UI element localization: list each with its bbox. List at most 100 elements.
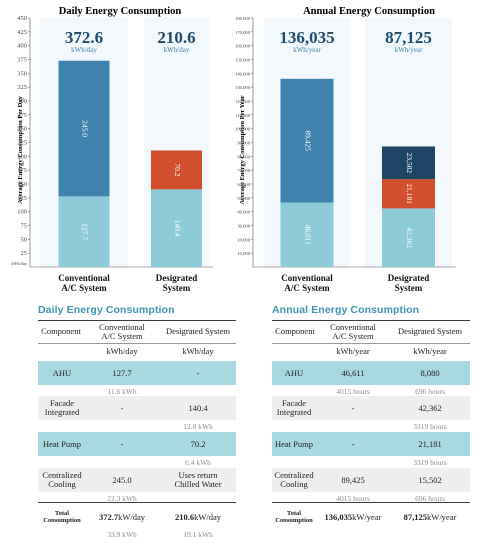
daily-bar-segment — [58, 60, 110, 197]
daily-y-unit: kWh/day — [11, 261, 27, 266]
annual-total-designated: 87,125 kW/year — [388, 506, 472, 528]
daily-tick-label: 250 — [17, 126, 27, 133]
annual-conventional-sub: 4015 hours — [336, 387, 370, 396]
annual-designated-sub: 696 hours — [415, 494, 445, 503]
daily-header-component: Component — [41, 326, 81, 336]
annual-tick-label: 110,000 — [235, 113, 250, 119]
annual-total-name: Total Consumption — [275, 510, 313, 524]
daily-header-conventional: Conventional A/C System — [99, 322, 145, 341]
daily-conventional-value: - — [120, 438, 124, 449]
daily-tick-label: 275 — [17, 112, 27, 119]
daily-row-band — [38, 396, 236, 420]
daily-total-designated-sub: 19.1 kWh — [183, 530, 213, 539]
daily-bar-segment — [151, 189, 202, 267]
daily-designated-sub: 12.8 kWh — [183, 422, 213, 431]
daily-total-conventional-unit: kW/day — [118, 511, 146, 522]
annual-bar-value-label: 42,362 — [405, 227, 414, 248]
annual-tick-label: 160,000 — [235, 44, 251, 50]
annual-bar-value-label: 23,582 — [405, 152, 414, 173]
annual-row-name: Facade Integrated — [276, 398, 312, 417]
daily-total-unit: kWh/day — [164, 46, 190, 54]
annual-row-band — [272, 361, 470, 385]
annual-total-conventional-unit: kW/year — [352, 511, 382, 522]
daily-category-label: Desigrated — [156, 273, 198, 283]
annual-header-rule — [272, 343, 470, 344]
daily-tick-label: 375 — [17, 57, 27, 64]
daily-consumption-chart: Daily Energy Consumption Average Energy … — [11, 6, 213, 293]
daily-tick-label: 425 — [17, 29, 27, 36]
annual-header-component: Component — [275, 326, 315, 336]
daily-designated-sub: 6.4 kWh — [185, 458, 211, 467]
daily-total-conventional: 372.7 kW/day — [88, 506, 156, 528]
annual-designated-sub: 3319 hours — [413, 422, 447, 431]
daily-row-band — [38, 468, 236, 492]
daily-tick-label: 125 — [17, 195, 27, 202]
daily-unit-designated: kWh/day — [182, 346, 214, 356]
daily-designated-value: 70.2 — [190, 438, 206, 449]
annual-bar-value-label: 46,611 — [303, 225, 312, 246]
daily-conventional-sub: 22.3 kWh — [107, 494, 137, 503]
daily-total-conventional-value: 372.7 — [98, 511, 119, 522]
charts-area: Daily Energy Consumption Average Energy … — [11, 6, 456, 293]
annual-conventional-sub: 4015 hours — [336, 494, 370, 503]
daily-bar-value-label: 127.7 — [80, 223, 89, 240]
daily-row-band — [38, 361, 236, 385]
daily-total-rule — [38, 502, 236, 503]
annual-designated-value: 42,362 — [418, 402, 442, 413]
daily-table-title: Daily Energy Consumption — [38, 304, 175, 316]
annual-bar-segment — [280, 202, 334, 267]
daily-designated-value: 140.4 — [188, 402, 208, 413]
daily-header-rule — [38, 343, 236, 344]
annual-designated-sub: 696 hours — [415, 387, 445, 396]
annual-tick-label: 100,000 — [235, 127, 251, 133]
daily-tick-label: 325 — [17, 84, 27, 91]
annual-table-title: Annual Energy Consumption — [272, 304, 420, 316]
daily-total-value: 210.6 — [157, 28, 195, 47]
annual-y-axis-label: Average Energy Consumption Per Year — [239, 95, 246, 204]
daily-row-name: Facade Integrated — [44, 398, 80, 417]
daily-table-top-rule — [38, 320, 236, 321]
annual-tick-label: 70,000 — [237, 168, 250, 174]
annual-row-name: AHU — [284, 367, 304, 378]
annual-designated-sub: 3319 hours — [413, 458, 447, 467]
annual-bar-segment — [382, 146, 435, 180]
annual-tick-label: 50,000 — [237, 196, 250, 202]
daily-designated-value: - — [196, 367, 200, 378]
daily-conventional-sub: 11.6 kWh — [107, 387, 137, 396]
annual-total-designated-unit: kW/year — [427, 511, 457, 522]
daily-tick-label: 50 — [21, 236, 28, 243]
daily-total-designated-unit: kW/day — [194, 511, 222, 522]
annual-category-label: System — [395, 283, 423, 293]
annual-unit-designated: kWh/year — [413, 346, 447, 356]
annual-tick-label: 20,000 — [237, 237, 250, 243]
daily-row-name: Heat Pump — [42, 438, 81, 449]
annual-designated-value: 21,181 — [418, 438, 442, 449]
annual-tick-label: 150,000 — [235, 58, 251, 64]
annual-header-conventional: Conventional A/C System — [330, 322, 376, 341]
daily-tick-label: 150 — [17, 181, 27, 188]
daily-tick-label: 100 — [17, 209, 27, 216]
annual-conventional-value: 46,611 — [341, 367, 365, 378]
annual-conventional-value: - — [351, 402, 355, 413]
daily-bar-segment — [151, 150, 202, 190]
daily-tick-label: 200 — [17, 153, 27, 160]
daily-tick-label: 75 — [21, 223, 28, 230]
annual-total-value: 136,035 — [279, 28, 334, 47]
annual-tick-label: 10,000 — [237, 251, 250, 257]
daily-row-band — [38, 432, 236, 456]
annual-tick-label: 170,000 — [235, 30, 251, 36]
daily-total-unit: kWh/day — [71, 46, 97, 54]
annual-designated-value: 15,502 — [418, 474, 442, 485]
daily-bar-value-label: 245.0 — [80, 120, 89, 137]
annual-total-conventional: 136,035 kW/year — [320, 506, 386, 528]
annual-tick-label: 120,000 — [235, 99, 251, 105]
daily-tick-label: 400 — [17, 43, 27, 50]
annual-tick-label: 80,000 — [237, 154, 250, 160]
annual-conventional-value: - — [351, 438, 355, 449]
annual-category-label: Conventional — [281, 273, 333, 283]
daily-header-designated: Desigrated System — [166, 326, 230, 336]
annual-table-top-rule — [272, 320, 470, 321]
daily-total-designated: 210.6 kW/day — [158, 506, 238, 528]
daily-tick-label: 175 — [17, 167, 27, 174]
annual-total-unit: kWh/year — [395, 46, 423, 54]
